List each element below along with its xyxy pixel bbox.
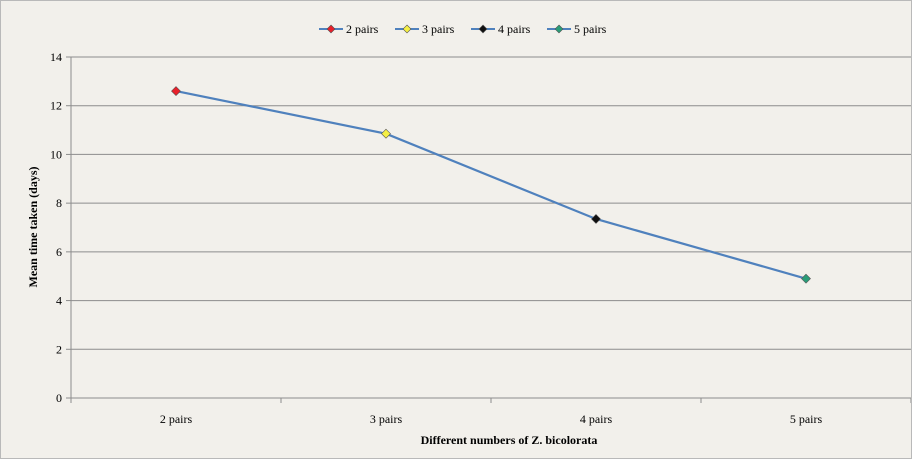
y-tick-label: 8 bbox=[56, 196, 62, 210]
data-point-marker bbox=[591, 214, 601, 224]
legend-label: 4 pairs bbox=[498, 22, 531, 36]
legend-marker bbox=[402, 24, 412, 34]
y-tick-label: 4 bbox=[56, 294, 62, 308]
legend-marker bbox=[478, 24, 488, 34]
legend-label: 2 pairs bbox=[346, 22, 379, 36]
legend-label: 5 pairs bbox=[574, 22, 607, 36]
x-tick-label: 2 pairs bbox=[160, 412, 193, 426]
y-tick-label: 12 bbox=[50, 99, 62, 113]
x-tick-label: 5 pairs bbox=[790, 412, 823, 426]
y-tick-label: 2 bbox=[56, 342, 62, 356]
x-axis-title: Different numbers of Z. bicolorata bbox=[421, 433, 598, 447]
legend-label: 3 pairs bbox=[422, 22, 455, 36]
y-axis-title: Mean time taken (days) bbox=[26, 167, 40, 288]
data-point-marker bbox=[171, 86, 181, 97]
y-tick-label: 10 bbox=[50, 147, 62, 161]
series-line bbox=[175, 90, 807, 280]
x-tick-label: 4 pairs bbox=[580, 412, 613, 426]
legend-marker bbox=[554, 24, 564, 34]
y-tick-label: 6 bbox=[56, 245, 62, 259]
data-point-marker bbox=[381, 128, 391, 139]
x-tick-label: 3 pairs bbox=[370, 412, 403, 426]
y-tick-label: 0 bbox=[56, 391, 62, 405]
y-tick-label: 14 bbox=[50, 50, 62, 64]
legend-marker bbox=[326, 24, 336, 34]
data-point-marker bbox=[801, 273, 811, 284]
